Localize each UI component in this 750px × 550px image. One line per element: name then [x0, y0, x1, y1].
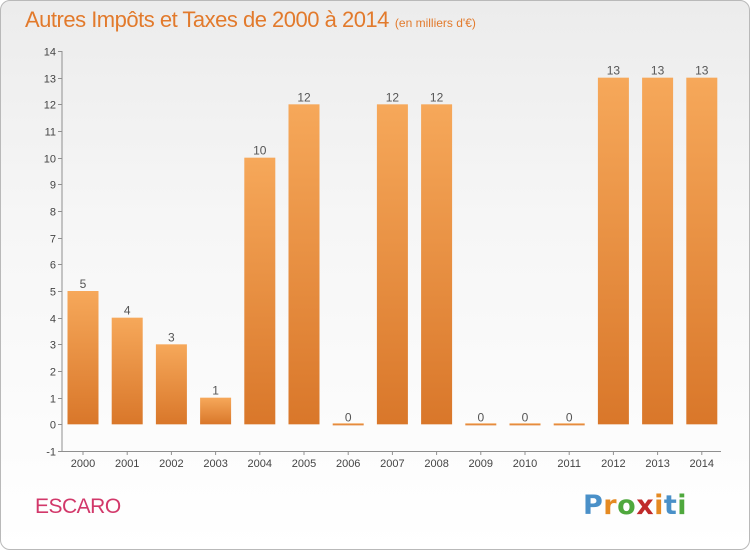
place-name: ESCARO — [35, 495, 121, 518]
logo-letter: o — [617, 490, 637, 521]
data-label: 3 — [168, 330, 175, 344]
bar — [288, 104, 320, 425]
y-tick-label: 5 — [50, 287, 56, 299]
y-tick-label: 2 — [50, 367, 56, 379]
chart-subtitle: (en milliers d'€) — [394, 16, 476, 30]
data-label: 12 — [430, 90, 444, 104]
x-tick-label: 2008 — [424, 458, 448, 470]
bar — [155, 344, 187, 425]
x-tick-label: 2002 — [159, 458, 183, 470]
data-label: 12 — [386, 90, 400, 104]
data-label: 1 — [212, 384, 219, 398]
data-label: 0 — [566, 410, 573, 424]
bar — [597, 77, 629, 425]
y-tick-label: 8 — [50, 207, 56, 219]
logo-letter: i — [654, 490, 664, 521]
data-label: 13 — [695, 64, 709, 78]
y-tick-label: 12 — [44, 100, 56, 112]
logo-letter: t — [663, 490, 678, 521]
x-tick-label: 2007 — [380, 458, 404, 470]
data-label: 0 — [477, 410, 484, 424]
x-tick-label: 2001 — [115, 458, 139, 470]
bar — [686, 77, 718, 425]
y-tick-label: 3 — [50, 340, 56, 352]
data-label: 0 — [345, 410, 352, 424]
x-tick-label: 2005 — [292, 458, 316, 470]
x-tick-label: 2000 — [71, 458, 95, 470]
x-tick-label: 2010 — [513, 458, 537, 470]
y-tick-label: 0 — [50, 420, 56, 432]
y-tick-label: 4 — [50, 314, 56, 326]
data-label: 10 — [253, 144, 267, 158]
bar — [421, 104, 453, 425]
y-tick-label: 9 — [50, 180, 56, 192]
data-label: 0 — [522, 410, 529, 424]
bar — [642, 77, 674, 425]
bar — [332, 423, 364, 426]
x-tick-label: 2003 — [203, 458, 227, 470]
proxiti-logo: Proxiti — [583, 490, 687, 521]
data-label: 4 — [124, 304, 131, 318]
bar — [376, 104, 408, 425]
bar — [67, 291, 99, 425]
y-tick-label: 14 — [44, 47, 56, 59]
y-tick-label: 13 — [44, 74, 56, 86]
y-tick-label: 11 — [45, 127, 56, 139]
bar — [111, 317, 143, 425]
x-tick-label: 2006 — [336, 458, 360, 470]
data-label: 12 — [297, 90, 311, 104]
chart-title: Autres Impôts et Taxes de 2000 à 2014 (en… — [25, 7, 476, 33]
bar — [553, 423, 585, 426]
data-label: 5 — [80, 277, 87, 291]
y-tick-label: 1 — [50, 394, 56, 406]
bar — [509, 423, 541, 426]
y-tick-label: 10 — [44, 154, 56, 166]
data-labels: 5 4 3 1 10 12 0 12 12 0 0 0 13 13 13 — [80, 64, 709, 425]
bars — [67, 77, 718, 426]
bar — [200, 397, 232, 425]
bar — [244, 157, 276, 425]
x-tick-label: 2012 — [601, 458, 625, 470]
y-tick-label: -1 — [46, 447, 56, 459]
chart-title-text: Autres Impôts et Taxes de 2000 à 2014 — [25, 7, 389, 32]
data-label: 13 — [607, 64, 621, 78]
bar — [465, 423, 497, 426]
logo-letter: i — [677, 490, 688, 521]
x-tick-label: 2004 — [248, 458, 272, 470]
x-tick-label: 2011 — [557, 458, 581, 470]
x-tick-label: 2013 — [645, 458, 669, 470]
logo-letter: r — [603, 490, 618, 521]
x-tick-label: 2009 — [469, 458, 493, 470]
logo-letter: P — [583, 490, 604, 521]
y-tick-label: 7 — [50, 234, 56, 246]
logo-letter: x — [636, 490, 655, 521]
data-label: 13 — [651, 64, 665, 78]
y-tick-label: 6 — [50, 260, 56, 272]
x-tick-label: 2014 — [690, 458, 714, 470]
